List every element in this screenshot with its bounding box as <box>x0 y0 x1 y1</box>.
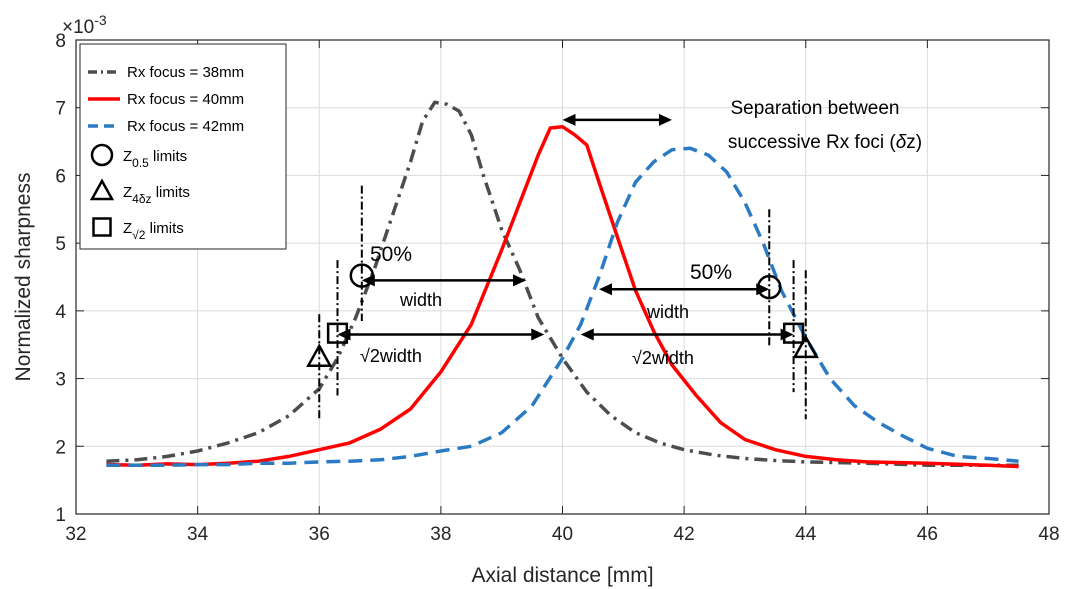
x-axis-label: Axial distance [mm] <box>471 564 653 587</box>
y-exponent-label: ×10-3 <box>62 12 107 38</box>
square-marker <box>326 322 349 344</box>
y-tick-label: 6 <box>55 166 66 187</box>
width-label-right: width <box>646 302 689 322</box>
legend-circle-icon <box>90 143 114 167</box>
x-tick-label: 42 <box>674 524 695 545</box>
x-tick-label: 48 <box>1038 524 1059 545</box>
x-tick-label: 46 <box>917 524 938 545</box>
width-arrow <box>580 328 794 341</box>
legend-label-3: Rx focus = 42mm <box>127 118 244 135</box>
percent-label-left: 50% <box>370 243 412 266</box>
triangle-marker <box>792 334 819 359</box>
separation-label-line1: Separation between <box>730 98 899 119</box>
legend-marker-label-1: Z0.5 limits <box>123 148 187 170</box>
series-line-3 <box>106 146 1019 467</box>
series-line-2 <box>106 124 1019 469</box>
x-tick-label: 34 <box>187 524 209 545</box>
series-group <box>106 100 1019 469</box>
y-tick-label: 8 <box>55 31 66 52</box>
circle-marker <box>757 274 782 300</box>
square-marker <box>782 322 805 344</box>
circle-marker <box>349 263 375 288</box>
legend-marker-label-2: Z4δz limits <box>123 184 190 206</box>
legend-square-icon <box>92 217 112 237</box>
width-arrow <box>361 274 527 287</box>
y-tick-label: 5 <box>55 234 66 255</box>
legend-label-1: Rx focus = 38mm <box>127 64 244 81</box>
separation-label-line2: successive Rx foci (δz) <box>728 132 922 153</box>
y-tick-label: 1 <box>55 505 66 526</box>
x-tick-label: 36 <box>309 524 330 545</box>
legend: Rx focus = 38mm Rx focus = 40mm Rx focus =… <box>79 43 287 250</box>
legend-box <box>79 43 287 250</box>
y-tick-label: 2 <box>55 437 66 458</box>
x-tick-label: 44 <box>795 524 817 545</box>
sqrt2-width-label-left: √2width <box>360 346 422 366</box>
width-arrow <box>562 113 672 126</box>
triangle-marker <box>306 343 333 367</box>
legend-triangle-icon <box>89 178 115 201</box>
sqrt2-width-label-right: √2width <box>632 348 694 368</box>
y-tick-label: 3 <box>55 370 66 391</box>
annotation-group: Separation between successive Rx foci (δ… <box>306 98 922 420</box>
width-label-left: width <box>399 290 442 310</box>
x-tick-label: 32 <box>65 524 86 545</box>
x-tick-label: 38 <box>430 524 451 545</box>
x-tick-label: 40 <box>552 524 573 545</box>
y-axis-label: Normalized sharpness <box>12 173 35 382</box>
legend-label-2: Rx focus = 40mm <box>127 91 244 108</box>
y-tick-label: 7 <box>55 99 66 120</box>
y-tick-label: 4 <box>55 302 66 323</box>
legend-marker-label-3: Z√2 limits <box>123 220 184 242</box>
percent-label-right: 50% <box>690 261 732 284</box>
